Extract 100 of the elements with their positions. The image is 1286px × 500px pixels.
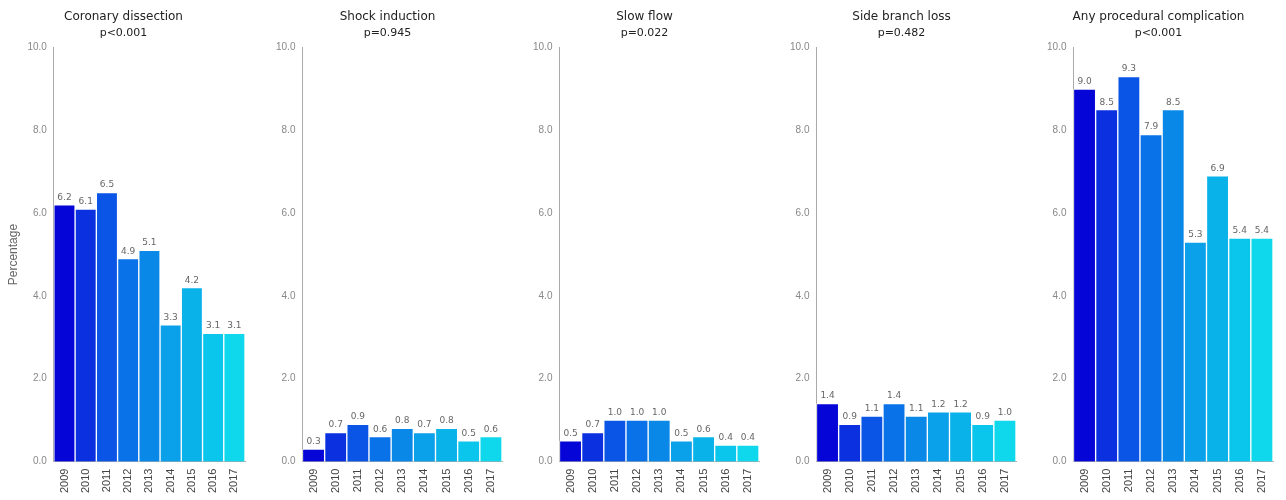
y-tick-label: 10.0 [532, 41, 553, 53]
x-tick-label: 2011 [864, 468, 877, 493]
x-tick-label: 2010 [1099, 468, 1112, 494]
x-tick-label: 2014 [1188, 468, 1201, 494]
y-tick-label: 4.0 [795, 289, 810, 301]
data-label: 5.4 [1232, 224, 1248, 235]
x-tick-label: 2015 [184, 468, 197, 494]
data-label: 9.3 [1121, 63, 1137, 74]
chart-title: Any procedural complication [1072, 9, 1245, 24]
data-label: 3.1 [205, 320, 221, 331]
data-label: 6.9 [1210, 162, 1225, 173]
chart-subtitle: p<0.001 [1134, 25, 1183, 39]
data-label: 0.6 [483, 423, 499, 434]
x-tick-label: 2016 [1232, 468, 1245, 494]
data-label: 1.1 [864, 402, 880, 413]
x-tick-label: 2016 [206, 468, 219, 494]
chart-title: Shock induction [339, 9, 436, 24]
x-tick-label: 2012 [1144, 468, 1157, 494]
x-tick-label: 2012 [887, 468, 900, 494]
x-tick-label: 2009 [306, 468, 319, 494]
y-tick-label: 4.0 [1052, 289, 1067, 301]
y-tick-label: 6.0 [1052, 206, 1067, 218]
data-label: 0.5 [563, 427, 578, 438]
x-tick-label: 2009 [563, 468, 576, 494]
chart-title: Slow flow [616, 9, 673, 24]
y-tick-label: 8.0 [32, 124, 48, 136]
x-tick-label: 2010 [78, 468, 91, 494]
data-label: 0.7 [585, 419, 600, 430]
x-tick-label: 2015 [696, 468, 709, 494]
data-label: 1.0 [607, 406, 623, 417]
data-label: 1.4 [820, 390, 835, 401]
x-tick-label: 2010 [328, 468, 341, 494]
y-tick-label: 0.0 [795, 455, 810, 467]
y-tick-label: 0.0 [538, 455, 553, 467]
y-tick-label: 2.0 [795, 372, 810, 384]
y-tick-label: 8.0 [281, 124, 296, 136]
data-label: 1.0 [629, 406, 645, 417]
y-tick-label: 0.0 [1052, 455, 1067, 467]
x-tick-label: 2017 [483, 468, 496, 494]
data-label: 4.9 [121, 245, 136, 256]
x-tick-label: 2009 [1077, 468, 1090, 494]
data-label: 6.5 [99, 179, 115, 190]
x-tick-label: 2010 [842, 468, 855, 494]
data-label: 0.7 [417, 419, 432, 430]
y-tick-label: 0.0 [281, 455, 296, 467]
x-tick-label: 2009 [820, 468, 833, 494]
data-label: 0.7 [328, 419, 343, 430]
data-label: 3.1 [227, 320, 242, 331]
x-tick-label: 2009 [57, 468, 70, 494]
chart-title: Side branch loss [852, 9, 951, 24]
x-tick-label: 2011 [1121, 468, 1134, 493]
chart-subtitle: p=0.022 [620, 25, 669, 39]
x-tick-label: 2015 [1210, 468, 1223, 494]
y-tick-label: 2.0 [281, 372, 296, 384]
y-tick-label: 8.0 [1052, 124, 1067, 136]
x-tick-label: 2015 [953, 468, 966, 494]
x-tick-label: 2014 [931, 468, 944, 494]
y-tick-label: 4.0 [538, 289, 553, 301]
data-label: 6.1 [78, 195, 93, 206]
data-label: 8.5 [1166, 96, 1181, 107]
x-tick-label: 2016 [718, 468, 731, 494]
x-tick-label: 2012 [121, 468, 134, 494]
x-tick-label: 2015 [439, 468, 452, 494]
y-tick-label: 10.0 [1046, 41, 1067, 53]
x-tick-label: 2013 [652, 468, 665, 494]
y-tick-label: 8.0 [795, 124, 810, 136]
y-tick-label: 4.0 [281, 289, 296, 301]
data-label: 0.8 [395, 415, 410, 426]
data-label: 1.4 [886, 390, 902, 401]
x-tick-label: 2013 [395, 468, 408, 494]
x-tick-label: 2016 [461, 468, 474, 494]
chart-title: Coronary dissection [64, 9, 183, 24]
x-tick-label: 2013 [909, 468, 922, 494]
x-tick-label: 2014 [163, 468, 176, 494]
data-label: 0.9 [842, 411, 858, 422]
data-label: 0.3 [306, 435, 321, 446]
data-label: 9.0 [1077, 75, 1092, 86]
x-tick-label: 2010 [585, 468, 598, 494]
data-label: 0.5 [461, 427, 476, 438]
data-label: 0.4 [718, 431, 734, 442]
data-label: 0.6 [372, 423, 388, 434]
x-tick-label: 2011 [350, 468, 363, 493]
y-tick-label: 6.0 [32, 206, 48, 218]
y-axis-title: Percentage [5, 223, 20, 286]
y-tick-label: 10.0 [275, 41, 296, 53]
data-label: 5.4 [1254, 224, 1270, 235]
y-tick-label: 6.0 [795, 206, 810, 218]
data-label: 6.2 [57, 191, 72, 202]
y-tick-label: 2.0 [538, 372, 553, 384]
data-label: 4.2 [184, 274, 200, 285]
x-tick-label: 2013 [142, 468, 155, 494]
x-tick-label: 2013 [1166, 468, 1179, 494]
data-label: 5.3 [1188, 228, 1203, 239]
x-tick-label: 2012 [630, 468, 643, 494]
data-label: 3.3 [163, 311, 178, 322]
y-tick-label: 8.0 [538, 124, 553, 136]
y-tick-label: 2.0 [32, 372, 48, 384]
y-tick-label: 2.0 [1052, 372, 1067, 384]
y-tick-label: 4.0 [32, 289, 48, 301]
data-label: 1.2 [931, 398, 946, 409]
